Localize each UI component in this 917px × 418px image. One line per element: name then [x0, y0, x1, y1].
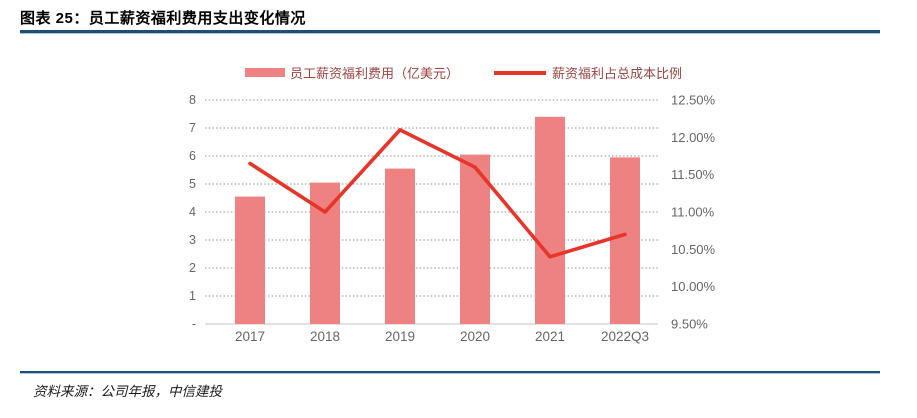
page-title: 图表 25：员工薪资福利费用支出变化情况: [20, 10, 306, 27]
left-axis-tick: 2: [189, 261, 196, 275]
right-axis-tick: 11.50%: [671, 167, 715, 182]
bar-2020: [460, 154, 490, 324]
legend-bar-label: 员工薪资福利费用（亿美元）: [290, 66, 460, 81]
left-axis-tick: 7: [189, 121, 196, 135]
bar-2022Q3: [610, 157, 640, 324]
legend-line-label: 薪资福利占总成本比例: [552, 66, 683, 81]
x-axis-label: 2020: [460, 329, 490, 344]
left-axis-tick: 1: [189, 289, 196, 303]
right-axis-tick: 11.00%: [671, 205, 715, 220]
x-axis-label: 2021: [535, 329, 565, 344]
left-axis-tick: 8: [189, 93, 196, 107]
left-axis-tick: 4: [189, 205, 196, 219]
source-note: 资料来源：公司年报，中信建投: [33, 384, 222, 399]
left-axis-tick: 6: [189, 149, 196, 163]
legend-bar-swatch: [245, 68, 285, 77]
left-axis-tick: -: [192, 317, 196, 331]
x-axis-label: 2019: [385, 329, 415, 344]
trend-line: [248, 128, 627, 259]
x-axis-label: 2017: [235, 329, 265, 344]
chart-legend: 员工薪资福利费用（亿美元） 薪资福利占总成本比例: [0, 60, 917, 82]
combo-chart: 8 7 6 5 4 3 2 1 - 12.50% 12.00% 11.50% 11.00% 10.50% 1…: [189, 93, 716, 345]
bar-2017: [235, 196, 265, 324]
bar-2021: [535, 116, 565, 324]
right-axis-tick: 12.50%: [671, 93, 716, 108]
x-axis-label: 2022Q3: [601, 329, 649, 344]
right-axis-tick: 10.00%: [671, 279, 716, 294]
left-axis-tick: 3: [189, 233, 196, 247]
footer-divider-rule: [20, 371, 880, 374]
left-axis-tick: 5: [189, 177, 196, 191]
title-divider-rule: [20, 30, 880, 34]
right-axis-tick: 9.50%: [671, 317, 708, 332]
x-axis-label: 2018: [310, 329, 340, 344]
legend-line-swatch: [494, 71, 546, 75]
right-axis-tick: 10.50%: [671, 242, 716, 257]
chart-area: 8 7 6 5 4 3 2 1 - 12.50% 12.00% 11.50% 11.00% 10.50% 1…: [0, 88, 917, 363]
bar-2019: [385, 168, 415, 324]
right-axis-tick: 12.00%: [671, 130, 716, 145]
